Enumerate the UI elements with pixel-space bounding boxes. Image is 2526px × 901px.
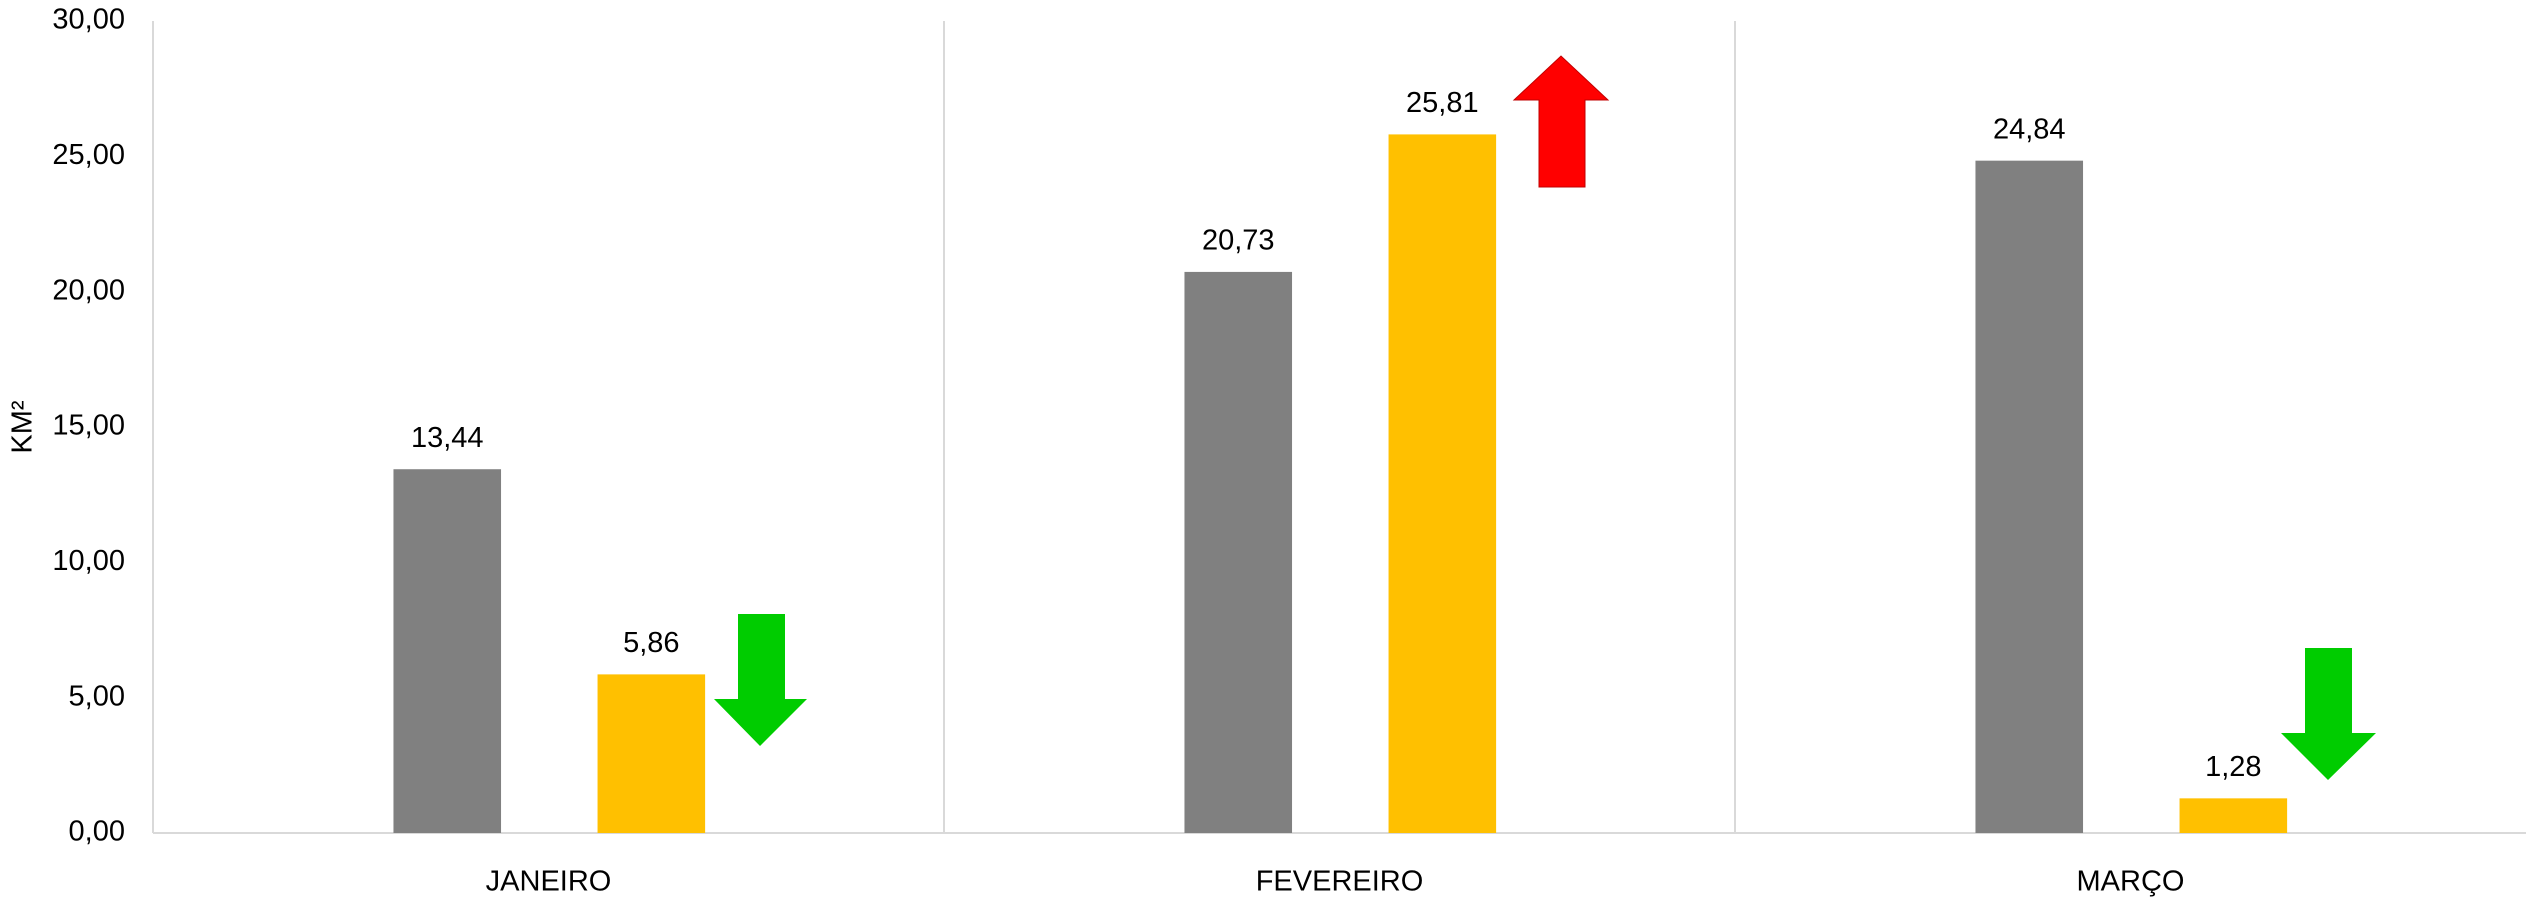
data-label: 13,44 [411, 422, 484, 454]
bar [1184, 271, 1293, 834]
bar [2179, 798, 2288, 833]
y-tick-label: 25,00 [52, 139, 125, 171]
decrease-arrow [2281, 648, 2376, 780]
bar [393, 469, 502, 833]
bar [597, 674, 706, 833]
data-label: 20,73 [1202, 225, 1275, 257]
y-tick-label: 30,00 [52, 4, 125, 36]
x-tick-label: FEVEREIRO [1256, 866, 1424, 898]
y-tick-label: 20,00 [52, 274, 125, 306]
bar [1975, 160, 2084, 833]
x-tick-label: JANEIRO [486, 866, 612, 898]
increase-arrow [1512, 55, 1610, 188]
y-tick-label: 15,00 [52, 410, 125, 442]
data-label: 1,28 [2205, 751, 2261, 783]
bar [1388, 134, 1497, 834]
data-label: 24,84 [1993, 113, 2066, 145]
data-label: 5,86 [623, 627, 679, 659]
y-tick-label: 0,00 [69, 816, 125, 848]
y-axis-label: KM² [7, 400, 39, 454]
x-tick-label: MARÇO [2077, 866, 2185, 898]
data-label: 25,81 [1406, 87, 1479, 119]
y-tick-label: 10,00 [52, 545, 125, 577]
y-tick-label: 5,00 [69, 680, 125, 712]
decrease-arrow [714, 614, 807, 746]
